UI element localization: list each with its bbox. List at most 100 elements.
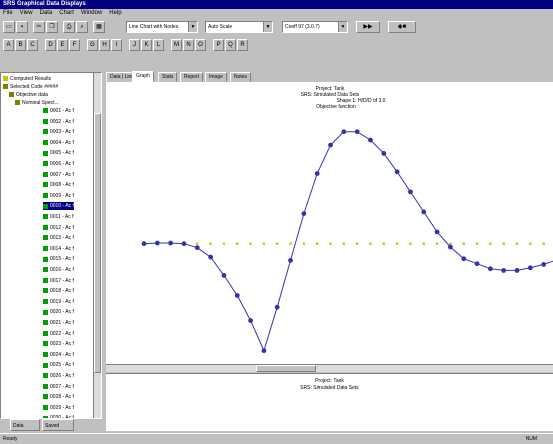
menu-item-window[interactable]: Window xyxy=(80,10,103,16)
tab-report[interactable]: Report xyxy=(180,72,204,82)
tree-leaf[interactable]: 0024 - Ac f xyxy=(43,351,74,359)
data-point[interactable] xyxy=(288,257,293,263)
save-button[interactable]: ▪ xyxy=(16,21,28,33)
tab-image[interactable]: Image xyxy=(205,72,227,82)
tool-button-o[interactable]: O xyxy=(195,39,206,51)
tree-scrollbar[interactable] xyxy=(93,73,101,418)
data-point[interactable] xyxy=(314,171,320,176)
tool-button-d[interactable]: D xyxy=(45,39,56,51)
data-point[interactable] xyxy=(408,189,413,195)
tree-leaf[interactable]: 0010 - Ac f xyxy=(43,202,74,211)
data-point[interactable] xyxy=(328,142,333,148)
print-button[interactable]: ⎙ xyxy=(63,21,75,33)
data-point[interactable] xyxy=(234,293,240,298)
tree-leaf[interactable]: 0012 - Ac f xyxy=(43,224,74,232)
data-point[interactable] xyxy=(461,256,467,262)
panel-tab-saved[interactable]: Saved xyxy=(42,419,74,431)
tree-leaf[interactable]: 0011 - Ac f xyxy=(43,213,74,221)
menu-item-data[interactable]: Data xyxy=(39,10,53,16)
tree-leaf[interactable]: 0014 - Ac f xyxy=(43,245,74,253)
tree-leaf[interactable]: 0003 - Ac f xyxy=(43,128,74,136)
tool-button-k[interactable]: K xyxy=(141,39,152,51)
zoom-button[interactable]: ⌕ xyxy=(76,21,88,33)
scrollbar-thumb[interactable] xyxy=(256,365,316,372)
run-button[interactable]: ▶▶ xyxy=(356,21,380,33)
grid-button[interactable]: ▦ xyxy=(93,21,105,33)
data-point[interactable] xyxy=(354,129,360,135)
tool-button-q[interactable]: Q xyxy=(225,39,236,51)
menu-item-file[interactable]: File xyxy=(3,10,13,16)
tab-stats[interactable]: Stats xyxy=(158,72,178,82)
tool-button-e[interactable]: E xyxy=(57,39,68,51)
tree-leaf[interactable]: 0007 - Ac f xyxy=(43,171,74,179)
menu-item-help[interactable]: Help xyxy=(109,10,122,16)
tree-leaf[interactable]: 0016 - Ac f xyxy=(43,266,74,274)
tree-leaf[interactable]: 0029 - Ac f xyxy=(43,404,74,412)
tree-node[interactable]: Computed Results xyxy=(3,75,51,83)
tab-graph[interactable]: Graph xyxy=(132,71,154,82)
tool-button-j[interactable]: J xyxy=(129,39,140,51)
tree-leaf[interactable]: 0026 - Ac f xyxy=(43,372,74,380)
scrollbar-thumb[interactable] xyxy=(94,113,101,373)
tree-leaf[interactable]: 0019 - Ac f xyxy=(43,298,74,306)
tree-leaf[interactable]: 0021 - Ac f xyxy=(43,319,74,327)
new-button[interactable]: ▭ xyxy=(3,21,15,33)
menu-item-chart[interactable]: Chart xyxy=(59,10,74,16)
data-point[interactable] xyxy=(527,265,533,271)
tree-leaf[interactable]: 0001 - Ac f xyxy=(43,107,74,115)
tool-button-c[interactable]: C xyxy=(27,39,38,51)
tree-leaf[interactable]: 0025 - Ac f xyxy=(43,361,74,369)
tool-button-b[interactable]: B xyxy=(15,39,26,51)
data-point[interactable] xyxy=(368,137,373,143)
tree-leaf[interactable]: 0004 - Ac f xyxy=(43,139,74,147)
tree-leaf[interactable]: 0015 - Ac f xyxy=(43,255,74,263)
data-point[interactable] xyxy=(394,169,400,175)
data-point[interactable] xyxy=(274,304,280,310)
tree-leaf[interactable]: 0018 - Ac f xyxy=(43,287,74,295)
tab-notes[interactable]: Notes xyxy=(230,72,252,82)
tree-leaf[interactable]: 0027 - Ac f xyxy=(43,383,74,391)
tool-button-m[interactable]: M xyxy=(171,39,182,51)
tree-leaf[interactable]: 0009 - Ac f xyxy=(43,192,74,200)
panel-tab-data[interactable]: Data xyxy=(10,419,40,431)
tree-leaf[interactable]: 0008 - Ac f xyxy=(43,181,74,189)
data-point[interactable] xyxy=(541,262,547,267)
data-point[interactable] xyxy=(208,254,214,260)
tool-button-i[interactable]: I xyxy=(111,39,122,51)
tree-node[interactable]: Objective data xyxy=(9,91,48,99)
data-point[interactable] xyxy=(341,129,347,135)
horizontal-scrollbar[interactable] xyxy=(106,364,553,372)
data-point[interactable] xyxy=(248,318,253,323)
tree-leaf[interactable]: 0022 - Ac f xyxy=(43,330,74,338)
tool-button-g[interactable]: G xyxy=(87,39,98,51)
tree-leaf[interactable]: 0020 - Ac f xyxy=(43,308,74,316)
data-point[interactable] xyxy=(221,273,227,278)
tool-button-r[interactable]: R xyxy=(237,39,248,51)
data-point[interactable] xyxy=(487,266,493,272)
data-point[interactable] xyxy=(421,209,427,215)
data-point[interactable] xyxy=(154,240,160,246)
copy-button[interactable]: ❐ xyxy=(46,21,58,33)
tree-leaf[interactable]: 0013 - Ac f xyxy=(43,234,74,242)
tool-button-n[interactable]: N xyxy=(183,39,194,51)
tool-button-l[interactable]: L xyxy=(153,39,164,51)
tool-button-h[interactable]: H xyxy=(99,39,110,51)
menu-item-view[interactable]: View xyxy=(19,10,33,16)
data-point[interactable] xyxy=(448,244,453,250)
tree-leaf[interactable]: 0023 - Ac f xyxy=(43,340,74,348)
data-point[interactable] xyxy=(501,268,507,273)
tree-leaf[interactable]: 0005 - Ac f xyxy=(43,149,74,157)
data-point[interactable] xyxy=(168,240,174,246)
tree-leaf[interactable]: 0002 - Ac f xyxy=(43,118,74,126)
scale-combo[interactable]: Auto Scale ▼ xyxy=(205,21,273,33)
tool-button-a[interactable]: A xyxy=(3,39,14,51)
data-point[interactable] xyxy=(261,348,267,354)
tree-leaf[interactable]: 0030 - Ac f xyxy=(43,414,74,418)
data-point[interactable] xyxy=(381,151,387,156)
chart-type-combo[interactable]: Line Chart with Nodes ▼ xyxy=(126,21,198,33)
data-point[interactable] xyxy=(181,241,187,247)
tree-leaf[interactable]: 0006 - Ac f xyxy=(43,160,74,168)
data-point[interactable] xyxy=(474,261,480,267)
data-point[interactable] xyxy=(514,268,520,273)
options-button[interactable]: ◆■ xyxy=(388,21,416,33)
